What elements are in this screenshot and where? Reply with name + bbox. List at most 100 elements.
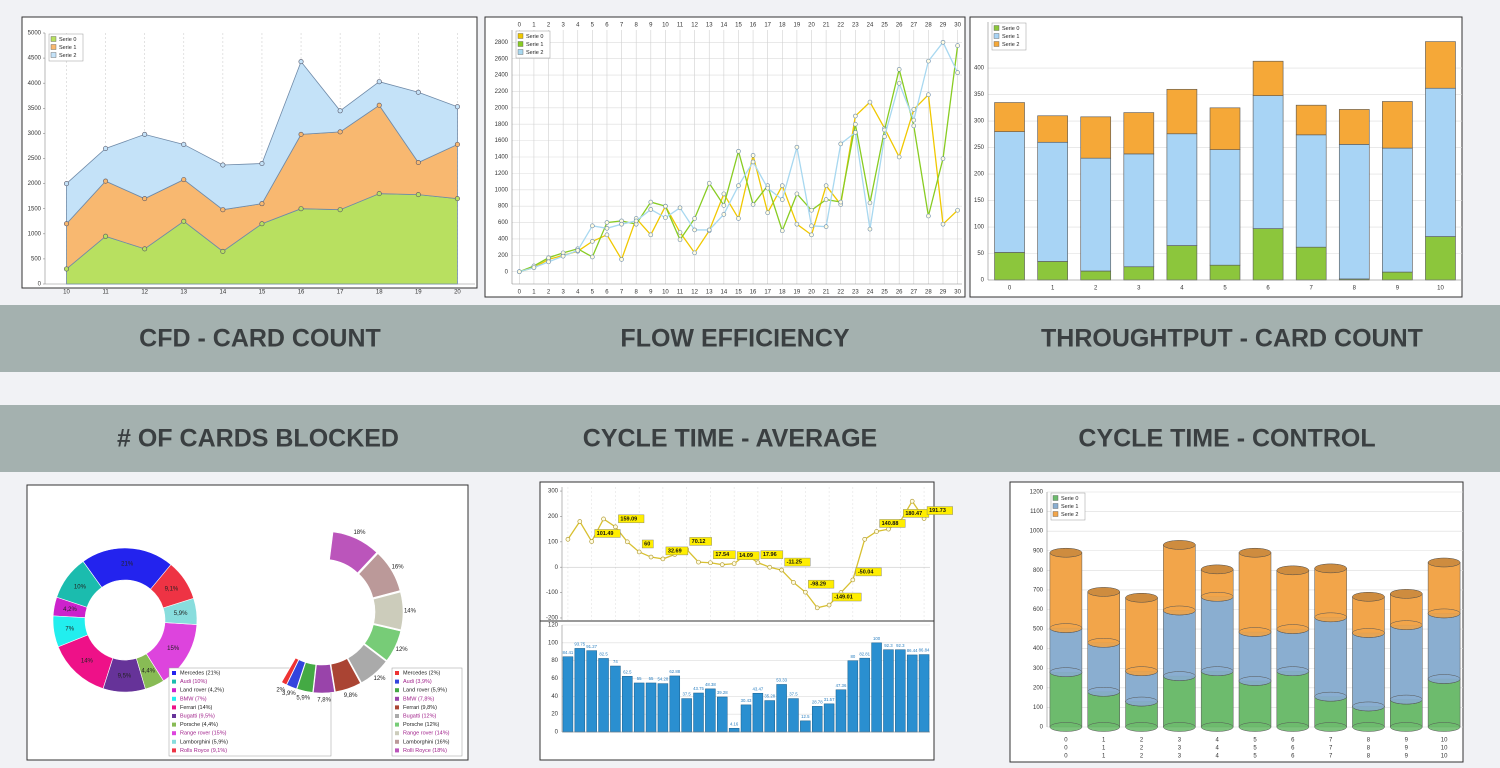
bar-segment [994,131,1025,253]
point [604,225,610,231]
cylinder-body [1238,680,1272,728]
data-label-box [594,529,621,538]
legend-label: Serie 2 [1061,512,1078,518]
slice [347,644,387,684]
legend-swatch [993,41,1000,47]
x-tick-label: 22 [837,290,844,296]
section-title: # OF CARDS BLOCKED [117,425,399,453]
cylinder-base [1427,722,1461,732]
x-tick-label: 6 [1291,738,1295,744]
x-tick-label: 18 [779,290,786,296]
x-tick-label: 22 [837,23,844,29]
bar-segment [1338,144,1370,280]
legend-box [168,667,332,757]
slice-label: 7,8% [317,698,331,704]
x-tick-label: 4 [1180,286,1184,292]
y-tick-label: 4500 [28,56,42,62]
x-tick-label: 4 [1216,738,1220,744]
data-label: 35.28 [764,694,775,699]
point [719,562,725,567]
x-tick-label: 10 [1441,746,1448,752]
point [940,156,946,161]
legend-label: Serie 1 [1002,34,1019,40]
bar [574,648,586,733]
point [731,561,737,566]
slice [286,659,306,690]
legend-label: Bugatti (9,5%) [180,713,215,719]
point [955,70,960,75]
x-tick-label: 2 [1094,286,1098,292]
data-label: 70.12 [692,539,706,545]
x-tick-label: 7 [620,23,624,29]
section-title: CYCLE TIME - AVERAGE [583,425,877,453]
x-tick-label: 5 [1223,286,1227,292]
cylinder-base [1049,667,1083,677]
x-tick-label: 0 [518,290,522,296]
cylinder-base [1314,722,1347,732]
point [103,233,109,239]
legend-label: Serie 0 [526,34,543,40]
point [862,536,868,542]
point [692,216,697,221]
bar [788,698,799,733]
y-tick-label: 2000 [495,105,509,111]
x-tick-label: 3 [1137,286,1141,292]
slice-label: 3,9% [282,691,296,697]
x-tick-label: 4 [576,23,580,29]
x-tick-label: 15 [259,290,266,296]
x-tick-label: 5 [1253,754,1257,760]
point [648,207,654,212]
y-tick-label: 0 [555,565,559,571]
x-tick-label: 7 [1329,746,1333,752]
cylinder-body [1163,675,1196,728]
cylinder-body [1314,568,1347,618]
cylinder-body [1163,544,1196,611]
x-tick-label: 13 [180,290,187,296]
y-tick-label: 500 [1033,627,1044,633]
point [663,215,668,220]
chart-frame [1009,481,1464,763]
slice-label: 9,1% [165,586,179,592]
y-tick-label: 300 [974,119,985,125]
cylinder-body [1314,696,1347,728]
legend-label: Serie 2 [1002,42,1019,48]
cylinder-body [1200,596,1234,672]
point [721,191,727,197]
data-label: -98.29 [810,582,826,588]
point [940,39,946,45]
point [955,43,960,48]
bar [610,665,621,733]
x-tick-label: 2 [547,290,551,296]
data-label-box [665,546,689,556]
x-tick-label: 9 [649,23,653,29]
x-tick-label: 9 [1396,286,1400,292]
legend-label: Porsche (12%) [403,722,440,728]
data-label: 92.3 [884,643,893,648]
point [803,589,808,595]
x-tick-label: 0 [518,23,522,29]
cylinder-base [1163,605,1196,616]
cylinder-cap [1390,589,1423,599]
cylinder-base [1314,612,1347,623]
cylinder-body [1049,671,1083,728]
data-label: 32.69 [668,548,682,554]
cylinder-body [1087,591,1120,644]
legend-label: BMW (7%) [180,696,207,702]
y-tick-label: 1000 [1030,529,1044,535]
point [708,560,713,566]
bar [657,683,669,733]
x-tick-label: 10 [1441,754,1448,760]
data-label: 191.73 [929,508,946,514]
bar-segment [1382,147,1413,273]
cylinder-base [1238,722,1272,732]
legend-label: Serie 0 [1061,496,1078,502]
bar-segment [1295,246,1327,281]
legend-swatch [395,731,399,736]
point [911,107,917,112]
legend-label: Audi (10%) [180,679,207,685]
x-tick-label: 18 [376,290,383,296]
point [874,529,879,534]
x-tick-label: 16 [298,290,305,296]
slice-label: 18% [353,530,366,536]
y-tick-label: 2200 [495,89,509,95]
